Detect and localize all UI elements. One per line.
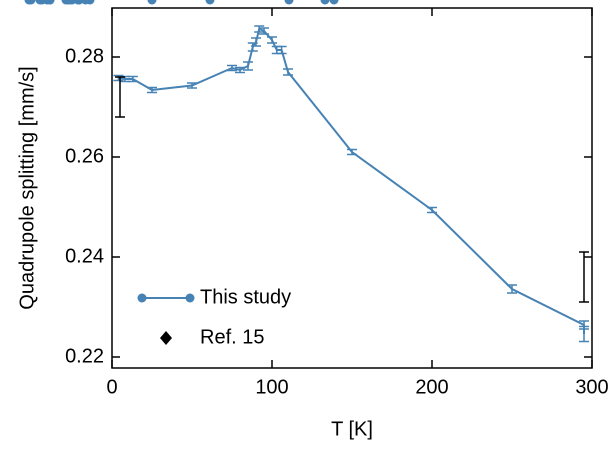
data-point [26,0,36,5]
y-tick-label: 0.28 [65,45,104,67]
y-tick-label: 0.22 [65,345,104,367]
x-tick-label: 200 [415,376,448,398]
x-tick-label: 0 [106,376,117,398]
error-bar [427,206,437,214]
error-bar [283,68,293,76]
legend-marker [160,331,172,345]
data-point [329,0,339,5]
y-tick-label: 0.26 [65,145,104,167]
data-point [45,0,55,5]
legend-marker [185,293,195,303]
error-bar [147,86,157,94]
error-bar [507,284,517,294]
data-line [118,27,585,334]
data-point [81,0,90,5]
error-bar [227,64,237,72]
legend-label: Ref. 15 [200,326,264,348]
error-bar [127,75,138,83]
data-point [284,0,294,5]
plot-frame [111,7,593,369]
error-bar [251,37,261,47]
data-point [67,0,77,5]
error-bar [276,45,287,55]
error-bar [259,27,269,35]
data-point [35,0,45,5]
data-point [205,0,215,5]
legend-label: This study [200,286,291,308]
error-bar [187,82,197,89]
error-bar [115,76,125,118]
data-point [147,0,157,5]
error-bar [235,66,245,74]
error-bar [579,251,589,303]
error-bar [579,325,589,343]
error-bar [254,25,265,33]
error-bar [347,148,357,156]
x-axis-label: T [K] [331,418,373,440]
y-axis-label: Quadrupole splitting [mm/s] [16,66,38,309]
data-point [320,0,330,5]
x-tick-label: 300 [575,376,608,398]
y-tick-label: 0.24 [65,245,104,267]
error-bar [243,61,253,71]
x-tick-label: 100 [255,376,288,398]
legend-marker [137,293,147,303]
error-bar [267,36,277,44]
